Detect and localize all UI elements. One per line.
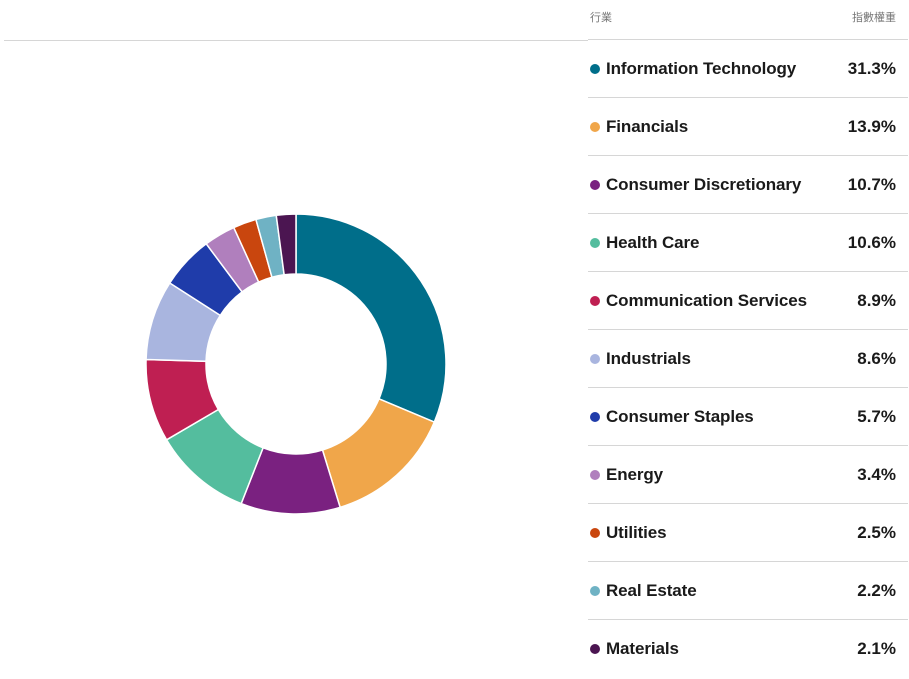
legend-row-consumer-discretionary: Consumer Discretionary 10.7% xyxy=(588,156,908,214)
weight-column-header: 指數權重 xyxy=(852,11,896,24)
legend-value: 2.2% xyxy=(857,580,896,600)
legend-value: 3.4% xyxy=(857,464,896,484)
legend-value: 2.1% xyxy=(857,639,896,658)
legend-value: 2.5% xyxy=(857,522,896,542)
legend-label: Consumer Staples xyxy=(606,406,754,426)
legend-label: Communication Services xyxy=(606,290,807,310)
legend-label: Financials xyxy=(606,116,689,136)
legend-label: Industrials xyxy=(606,348,691,368)
legend-dot-icon xyxy=(590,469,600,480)
legend-value: 31.3% xyxy=(847,58,896,78)
legend-value: 8.9% xyxy=(857,290,896,310)
legend-row-industrials: Industrials 8.6% xyxy=(588,330,908,388)
legend-dot-icon xyxy=(590,237,600,248)
legend-entry: Consumer Discretionary xyxy=(590,175,801,195)
legend-row-financials: Financials 13.9% xyxy=(588,98,908,156)
legend-row-real-estate: Real Estate 2.2% xyxy=(588,562,908,620)
legend-label: Consumer Discretionary xyxy=(606,174,802,194)
legend-entry: Consumer Staples xyxy=(590,407,754,427)
legend-dot-icon xyxy=(590,295,600,306)
legend-entry: Materials xyxy=(590,639,679,659)
legend-entry: Information Technology xyxy=(590,59,796,79)
legend-row-utilities: Utilities 2.5% xyxy=(588,504,908,562)
legend-dot-icon xyxy=(590,527,600,538)
legend-label: Materials xyxy=(606,639,679,658)
legend-row-consumer-staples: Consumer Staples 5.7% xyxy=(588,388,908,446)
legend-entry: Real Estate xyxy=(590,581,697,601)
legend-value: 8.6% xyxy=(857,348,896,368)
legend-dot-icon xyxy=(590,644,600,654)
donut-slice-financials[interactable] xyxy=(321,397,436,509)
legend-header: 行業 指數權重 xyxy=(588,0,908,40)
legend-row-communication-services: Communication Services 8.9% xyxy=(588,272,908,330)
legend-entry: Communication Services xyxy=(590,291,807,311)
legend-dot-icon xyxy=(590,121,600,132)
legend-value: 5.7% xyxy=(857,406,896,426)
donut-chart-svg xyxy=(145,213,447,515)
legend-entry: Industrials xyxy=(590,349,691,369)
donut-slice-materials[interactable] xyxy=(275,213,297,276)
legend-dot-icon xyxy=(590,63,600,74)
legend-value: 10.6% xyxy=(847,232,896,252)
legend-label: Health Care xyxy=(606,232,700,252)
donut-slice-information-technology[interactable] xyxy=(295,213,447,424)
legend-table: 行業 指數權重 Information Technology 31.3% Finan… xyxy=(588,0,908,678)
legend-entry: Financials xyxy=(590,117,688,137)
legend-label: Information Technology xyxy=(606,58,797,78)
legend-value: 13.9% xyxy=(847,116,896,136)
legend-value: 10.7% xyxy=(847,174,896,194)
legend-entry: Utilities xyxy=(590,523,667,543)
legend-label: Energy xyxy=(606,464,664,484)
legend-row-energy: Energy 3.4% xyxy=(588,446,908,504)
legend-rows: Information Technology 31.3% Financials 13.… xyxy=(588,40,908,678)
legend-entry: Energy xyxy=(590,465,663,485)
legend-row-health-care: Health Care 10.6% xyxy=(588,214,908,272)
legend-dot-icon xyxy=(590,411,600,422)
donut-chart xyxy=(140,208,452,520)
legend-row-information-technology: Information Technology 31.3% xyxy=(588,40,908,98)
legend-dot-icon xyxy=(590,179,600,190)
legend-entry: Health Care xyxy=(590,233,699,253)
legend-label: Real Estate xyxy=(606,580,697,600)
legend-label: Utilities xyxy=(606,522,667,542)
legend-dot-icon xyxy=(590,585,600,596)
sector-column-header: 行業 xyxy=(590,11,612,24)
legend-dot-icon xyxy=(590,353,600,364)
header-divider xyxy=(4,40,588,41)
legend-row-materials: Materials 2.1% xyxy=(588,620,908,678)
